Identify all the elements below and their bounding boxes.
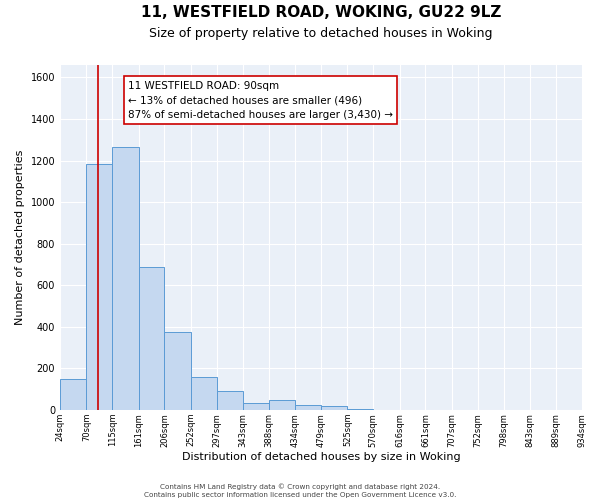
Bar <box>112 147 139 410</box>
Bar <box>243 402 269 410</box>
Text: 11 WESTFIELD ROAD: 90sqm
← 13% of detached houses are smaller (496)
87% of semi-: 11 WESTFIELD ROAD: 90sqm ← 13% of detach… <box>128 80 393 120</box>
Bar <box>60 379 86 410</box>
Bar <box>86 164 112 410</box>
Text: 11, WESTFIELD ROAD, WOKING, GU22 9LZ: 11, WESTFIELD ROAD, WOKING, GU22 9LZ <box>141 5 501 20</box>
Bar <box>295 405 321 410</box>
Bar <box>269 400 295 410</box>
Bar <box>139 266 164 410</box>
X-axis label: Distribution of detached houses by size in Woking: Distribution of detached houses by size … <box>182 452 460 462</box>
Bar <box>347 409 373 410</box>
Bar <box>321 406 347 410</box>
Y-axis label: Number of detached properties: Number of detached properties <box>15 150 25 325</box>
Title: Size of property relative to detached houses in Woking: Size of property relative to detached ho… <box>149 27 493 40</box>
Bar <box>191 376 217 410</box>
Bar <box>217 392 243 410</box>
Bar <box>164 332 191 410</box>
Text: Contains HM Land Registry data © Crown copyright and database right 2024.
Contai: Contains HM Land Registry data © Crown c… <box>144 484 456 498</box>
